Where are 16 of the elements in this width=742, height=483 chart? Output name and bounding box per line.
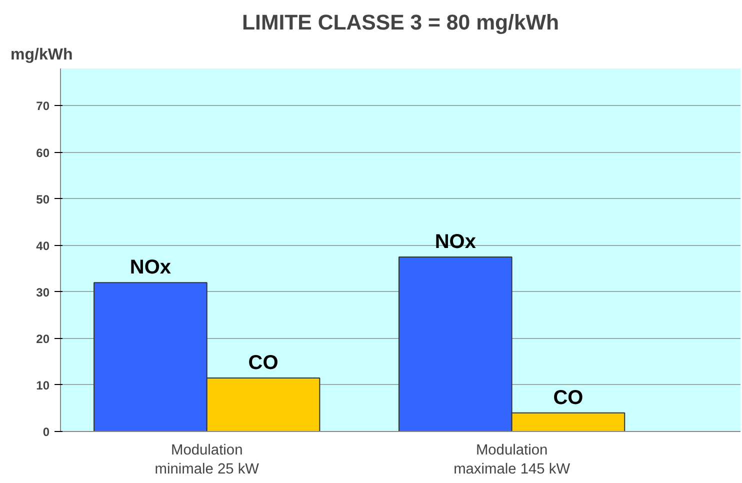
- text: CO: [553, 386, 584, 409]
- y-tick-label: 60: [36, 146, 50, 160]
- y-tick-label: 20: [36, 332, 50, 346]
- x-tick-label: Modulation maximale 145 kW: [454, 442, 570, 478]
- series-label: CO: [248, 352, 278, 374]
- y-tick-label: 10: [36, 378, 50, 392]
- y-tick-label: 30: [36, 285, 50, 300]
- series-label: NOx: [130, 256, 172, 279]
- text: NOx: [434, 230, 476, 253]
- y-tick-label: 0: [42, 425, 50, 439]
- y-axis-title: mg/kWh: [10, 46, 73, 64]
- y-tick-label: 40: [36, 238, 50, 253]
- x-tick-label: Modulation minimale 25 kW: [154, 442, 260, 478]
- y-tick-label: 70: [36, 99, 50, 114]
- chart-title: LIMITE CLASSE 3 = 80 mg/kWh: [242, 10, 560, 34]
- y-tick-label: 50: [36, 192, 50, 206]
